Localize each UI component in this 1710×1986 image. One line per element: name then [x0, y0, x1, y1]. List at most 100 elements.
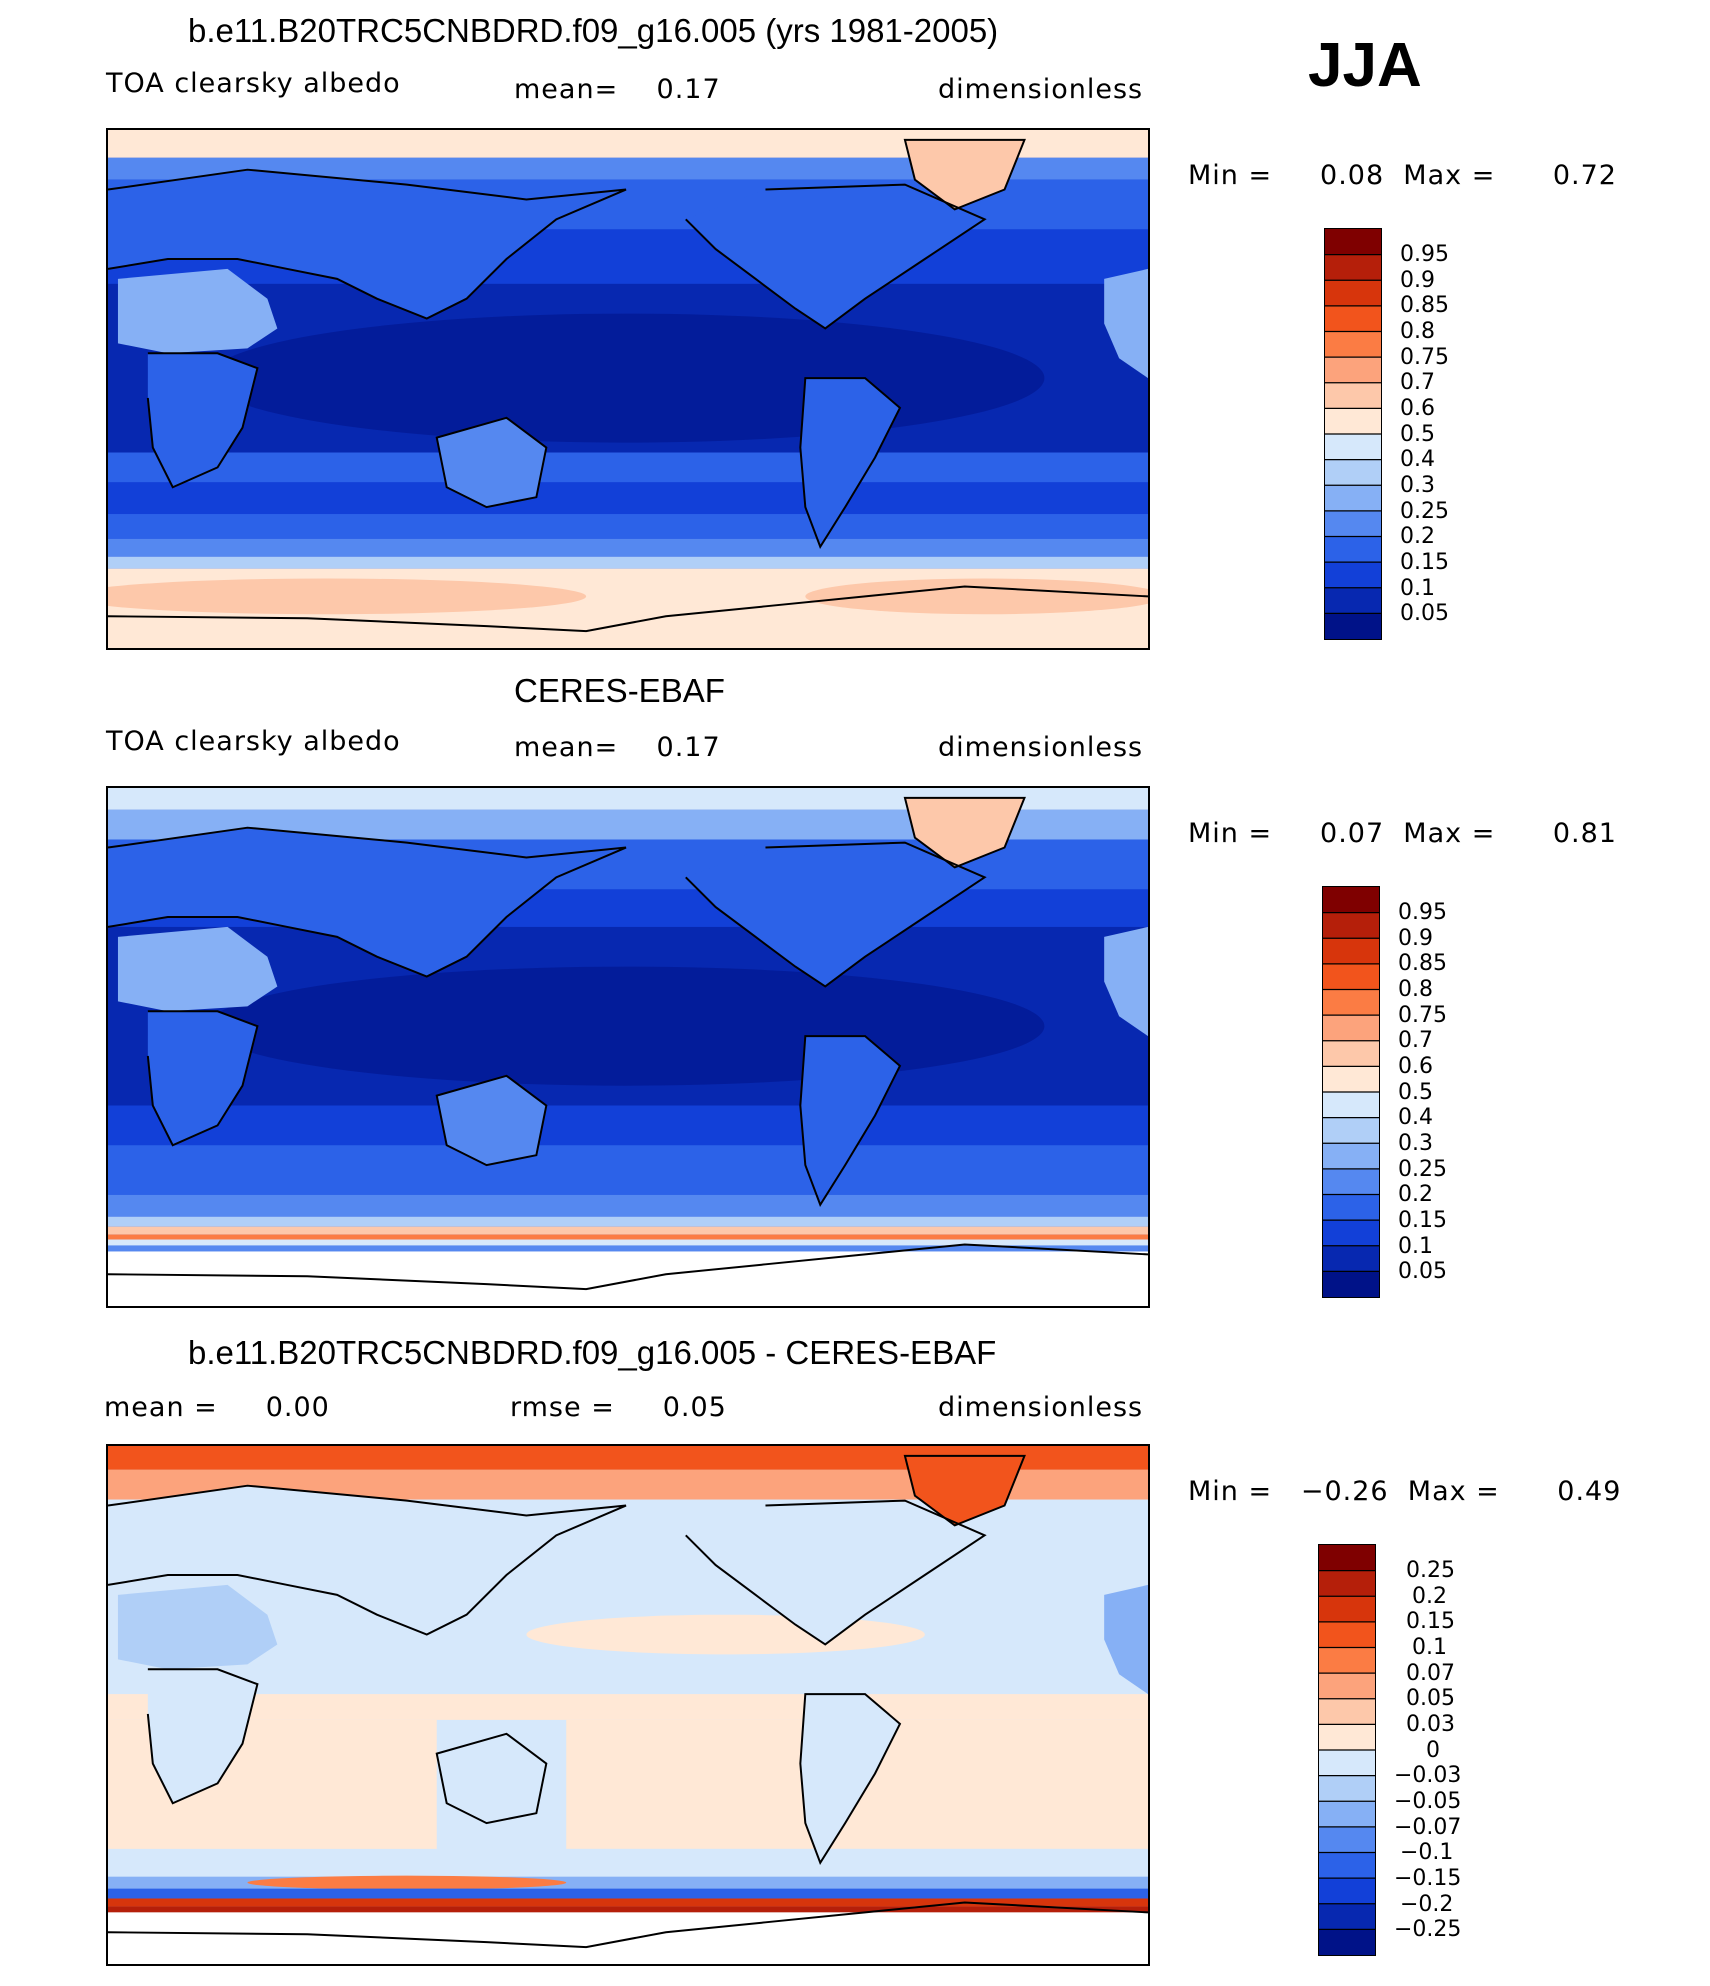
- cb1-label: 0.85: [1400, 293, 1449, 318]
- cb1-label: 0.25: [1400, 499, 1449, 524]
- colorbar-swatch: [1319, 1724, 1375, 1751]
- panel1-variable: TOA clearsky albedo: [106, 68, 401, 99]
- panel3-colorbar: [1318, 1544, 1376, 1956]
- cb1-label: 0.2: [1400, 524, 1435, 549]
- cb3-label: 0.05: [1406, 1686, 1455, 1711]
- colorbar-swatch: [1323, 1015, 1379, 1042]
- cb2-label: 0.75: [1398, 1003, 1447, 1028]
- panel2-title: CERES-EBAF: [514, 672, 725, 709]
- cb2-label: 0.4: [1398, 1105, 1433, 1130]
- panel2-colorbar: [1322, 886, 1380, 1298]
- colorbar-swatch: [1325, 305, 1381, 332]
- panel3-rmse: rmse = 0.05: [510, 1392, 727, 1423]
- colorbar-swatch: [1319, 1621, 1375, 1648]
- panel2-map-graphic: [108, 788, 1148, 1306]
- colorbar-swatch: [1325, 536, 1381, 563]
- colorbar-swatch: [1319, 1750, 1375, 1777]
- cb1-label: 0.7: [1400, 370, 1435, 395]
- cb3-label: −0.1: [1400, 1840, 1454, 1865]
- cb2-label: 0.85: [1398, 951, 1447, 976]
- cb3-label: −0.07: [1394, 1815, 1462, 1840]
- colorbar-swatch: [1323, 1271, 1379, 1297]
- colorbar-swatch: [1325, 434, 1381, 461]
- colorbar-swatch: [1319, 1775, 1375, 1802]
- cb1-label: 0.15: [1400, 550, 1449, 575]
- colorbar-swatch: [1319, 1801, 1375, 1828]
- colorbar-swatch: [1325, 357, 1381, 384]
- cb1-label: 0.6: [1400, 396, 1435, 421]
- cb2-label: 0.3: [1398, 1131, 1433, 1156]
- cb2-label: 0.9: [1398, 926, 1433, 951]
- colorbar-swatch: [1325, 485, 1381, 512]
- cb3-label: −0.05: [1394, 1789, 1462, 1814]
- colorbar-swatch: [1323, 887, 1379, 914]
- colorbar-swatch: [1319, 1647, 1375, 1674]
- cb2-label: 0.95: [1398, 900, 1447, 925]
- colorbar-swatch: [1325, 331, 1381, 358]
- cb3-label: 0.03: [1406, 1712, 1455, 1737]
- colorbar-swatch: [1323, 1220, 1379, 1247]
- colorbar-swatch: [1323, 989, 1379, 1016]
- colorbar-swatch: [1323, 1245, 1379, 1272]
- cb3-label: 0.1: [1412, 1635, 1447, 1660]
- panel1-units: dimensionless: [938, 74, 1144, 105]
- cb3-label: 0: [1426, 1738, 1440, 1763]
- cb3-label: 0.15: [1406, 1609, 1455, 1634]
- panel2-colorbar-graphic: [1323, 887, 1379, 1297]
- cb3-label: −0.15: [1394, 1866, 1462, 1891]
- colorbar-swatch: [1323, 1194, 1379, 1221]
- colorbar-swatch: [1323, 1066, 1379, 1093]
- season-label: JJA: [1308, 31, 1422, 100]
- colorbar-swatch: [1319, 1878, 1375, 1905]
- cb1-label: 0.05: [1400, 601, 1449, 626]
- cb2-label: 0.8: [1398, 977, 1433, 1002]
- cb3-label: 0.25: [1406, 1558, 1455, 1583]
- cb1-label: 0.8: [1400, 319, 1435, 344]
- panel3-mean: mean = 0.00: [104, 1392, 330, 1423]
- cb3-label: −0.25: [1394, 1917, 1462, 1942]
- panel3-map: [106, 1444, 1150, 1966]
- cb3-label: 0.07: [1406, 1661, 1455, 1686]
- colorbar-swatch: [1323, 1168, 1379, 1195]
- panel2-mean: mean= 0.17: [514, 732, 721, 763]
- panel1-mean: mean= 0.17: [514, 74, 721, 105]
- cb2-label: 0.2: [1398, 1182, 1433, 1207]
- cb1-label: 0.5: [1400, 422, 1435, 447]
- cb2-label: 0.15: [1398, 1208, 1447, 1233]
- panel1-map-graphic: [108, 130, 1148, 648]
- cb2-label: 0.05: [1398, 1259, 1447, 1284]
- cb2-label: 0.7: [1398, 1028, 1433, 1053]
- panel2-units: dimensionless: [938, 732, 1144, 763]
- colorbar-swatch: [1319, 1673, 1375, 1700]
- panel3-title: b.e11.B20TRC5CNBDRD.f09_g16.005 - CERES-…: [188, 1334, 997, 1371]
- cb1-label: 0.3: [1400, 473, 1435, 498]
- panel2-map: [106, 786, 1150, 1308]
- colorbar-swatch: [1325, 562, 1381, 589]
- colorbar-swatch: [1325, 459, 1381, 486]
- colorbar-swatch: [1319, 1570, 1375, 1597]
- cb1-label: 0.1: [1400, 576, 1435, 601]
- colorbar-swatch: [1325, 382, 1381, 409]
- colorbar-swatch: [1323, 1040, 1379, 1067]
- colorbar-swatch: [1319, 1929, 1375, 1955]
- cb1-label: 0.75: [1400, 345, 1449, 370]
- panel3-units: dimensionless: [938, 1392, 1144, 1423]
- cb3-label: −0.2: [1400, 1892, 1454, 1917]
- panel2-variable: TOA clearsky albedo: [106, 726, 401, 757]
- colorbar-swatch: [1325, 408, 1381, 435]
- cb2-label: 0.25: [1398, 1157, 1447, 1182]
- cb3-label: −0.03: [1394, 1763, 1462, 1788]
- colorbar-swatch: [1325, 280, 1381, 307]
- cb2-label: 0.1: [1398, 1234, 1433, 1259]
- colorbar-swatch: [1323, 938, 1379, 965]
- cb2-label: 0.5: [1398, 1080, 1433, 1105]
- panel1-map: [106, 128, 1150, 650]
- panel1-colorbar-graphic: [1325, 229, 1381, 639]
- panel3-minmax: Min = −0.26 Max = 0.49: [1188, 1476, 1622, 1507]
- colorbar-swatch: [1319, 1545, 1375, 1572]
- colorbar-swatch: [1319, 1826, 1375, 1853]
- colorbar-swatch: [1323, 1117, 1379, 1144]
- cb1-label: 0.4: [1400, 447, 1435, 472]
- colorbar-swatch: [1323, 1092, 1379, 1119]
- colorbar-swatch: [1323, 1143, 1379, 1170]
